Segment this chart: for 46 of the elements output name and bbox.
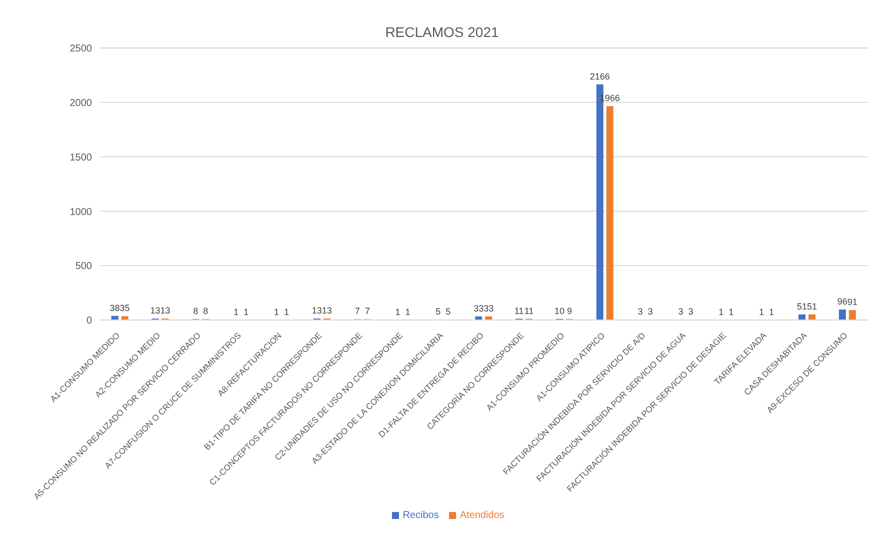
data-label: 10: [554, 306, 564, 316]
y-tick-label: 0: [86, 316, 92, 327]
data-label: 1: [759, 306, 764, 317]
y-tick-label: 2000: [70, 98, 92, 109]
data-label: 51: [796, 301, 807, 312]
data-label: 8: [193, 306, 198, 316]
data-label: 13: [150, 306, 160, 316]
data-label: 1: [395, 306, 400, 317]
y-tick-label: 2500: [70, 44, 92, 55]
data-label: 3: [648, 306, 653, 317]
legend-label: Recibos: [402, 510, 439, 521]
data-label: 33: [484, 303, 494, 314]
data-label: 7: [354, 306, 360, 316]
data-label: 35: [120, 303, 130, 314]
legend-label: Atendidos: [460, 510, 504, 521]
y-tick-label: 1500: [70, 152, 92, 164]
y-tick-label: 500: [75, 261, 92, 272]
data-label: 96: [837, 296, 848, 307]
data-label: 1: [405, 306, 410, 317]
data-label: 1: [234, 306, 239, 317]
data-label: 1: [728, 306, 734, 317]
data-label: 1: [718, 306, 724, 317]
data-label: 51: [806, 301, 817, 312]
data-label: 13: [160, 306, 170, 316]
data-label: 1: [284, 306, 290, 317]
data-label: 13: [322, 306, 332, 316]
data-label: 3: [638, 306, 643, 317]
data-label: 3: [688, 306, 694, 317]
data-label: 9: [566, 306, 572, 316]
data-label: 5: [446, 306, 451, 316]
data-label: 1: [244, 306, 249, 317]
data-label: 1: [274, 306, 280, 317]
y-tick-label: 1000: [70, 206, 92, 218]
data-label: 11: [514, 306, 524, 316]
data-label: 3: [678, 306, 684, 317]
data-label: 5: [436, 306, 441, 316]
data-label: 7: [364, 306, 370, 316]
data-label: 91: [847, 297, 858, 308]
data-label: 8: [203, 306, 208, 316]
chart-title: RECLAMOS 2021: [384, 24, 500, 40]
data-label: 33: [474, 303, 484, 314]
data-label: 13: [312, 306, 322, 316]
data-label: 11: [524, 306, 534, 316]
data-label: 38: [110, 302, 120, 313]
data-label: 2166: [590, 71, 610, 82]
data-label: 1: [769, 306, 774, 317]
